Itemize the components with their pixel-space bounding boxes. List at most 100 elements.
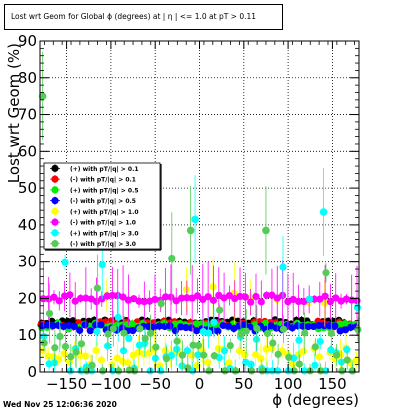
data-point — [151, 295, 159, 304]
data-point — [269, 339, 277, 347]
data-point — [205, 367, 213, 375]
x-tick-label: 50 — [234, 375, 253, 393]
data-point — [93, 327, 101, 336]
data-point — [316, 337, 324, 346]
data-point — [168, 254, 176, 263]
legend-label: (+) with pT/|q| > 1.0 — [70, 209, 139, 216]
data-point — [251, 351, 260, 359]
data-point — [311, 343, 319, 351]
data-point — [327, 329, 335, 337]
legend-marker — [51, 240, 59, 248]
highlight-point — [191, 215, 199, 224]
data-point — [125, 334, 133, 343]
y-tick-label: 40 — [18, 216, 37, 234]
data-point — [178, 362, 186, 370]
data-point — [66, 367, 74, 375]
data-point — [279, 325, 288, 333]
data-point — [184, 364, 192, 372]
series-7 — [40, 212, 362, 375]
data-point — [214, 344, 222, 353]
data-point — [343, 356, 351, 364]
data-point — [294, 322, 302, 330]
data-point — [182, 285, 191, 294]
data-point — [299, 347, 307, 355]
data-point — [214, 327, 222, 335]
data-point — [343, 346, 351, 354]
data-point — [44, 352, 52, 360]
data-point — [347, 323, 355, 331]
data-point — [103, 292, 111, 300]
data-point — [45, 309, 54, 318]
data-point — [45, 360, 53, 368]
data-point — [267, 344, 276, 353]
data-point — [327, 346, 335, 354]
data-point — [98, 295, 106, 303]
data-point — [87, 295, 95, 303]
data-point — [70, 322, 78, 331]
data-point — [152, 343, 160, 351]
data-point — [177, 323, 185, 331]
data-point — [109, 325, 117, 333]
data-point — [60, 349, 68, 358]
data-point — [230, 324, 238, 333]
data-point — [50, 359, 58, 367]
x-tick-label: −150 — [46, 375, 87, 393]
data-point — [93, 284, 101, 292]
data-point — [140, 298, 148, 306]
data-point — [204, 358, 212, 367]
legend-marker — [51, 207, 59, 215]
data-point — [188, 351, 196, 359]
data-point — [225, 291, 234, 300]
data-point — [65, 321, 73, 330]
y-tick-label: 90 — [18, 32, 37, 50]
highlight-point — [262, 226, 270, 235]
data-point — [124, 359, 132, 367]
y-axis-label: Lost wrt Geom (%) — [5, 43, 23, 183]
data-point — [294, 297, 303, 306]
data-point — [337, 358, 346, 366]
data-point — [315, 353, 323, 361]
data-point — [295, 336, 303, 344]
data-point — [204, 329, 213, 337]
data-point — [320, 321, 328, 330]
data-point — [215, 291, 223, 299]
data-point — [236, 292, 244, 301]
legend-label: (+) with pT/|q| > 0.5 — [70, 187, 139, 194]
y-tick-label: 10 — [18, 326, 37, 344]
data-point — [145, 349, 153, 357]
data-point — [353, 303, 362, 312]
highlight-point — [319, 208, 328, 216]
legend-box — [43, 162, 161, 250]
data-point — [348, 367, 357, 375]
data-point — [166, 322, 174, 330]
data-point — [273, 294, 281, 302]
legend-marker — [51, 175, 59, 183]
data-point — [99, 367, 107, 375]
data-point — [301, 329, 309, 337]
data-point — [263, 291, 271, 299]
data-point — [209, 296, 218, 304]
data-point — [183, 347, 191, 355]
data-point — [146, 367, 154, 375]
data-point — [119, 347, 128, 355]
data-point — [39, 346, 47, 355]
data-point — [81, 321, 89, 329]
data-point — [200, 351, 208, 359]
data-point — [157, 299, 165, 308]
data-point — [321, 292, 329, 300]
data-point — [183, 294, 191, 302]
legend-marker — [51, 218, 59, 226]
data-point — [247, 367, 256, 375]
data-point — [216, 306, 224, 314]
data-point — [161, 347, 169, 355]
data-point — [108, 361, 116, 369]
data-point — [182, 323, 190, 332]
data-point — [199, 295, 207, 304]
data-point — [241, 351, 249, 359]
data-point — [295, 360, 304, 368]
data-point — [332, 294, 340, 302]
y-tick-label: 70 — [18, 106, 37, 124]
data-point — [247, 360, 255, 368]
data-point — [146, 329, 155, 337]
data-point — [162, 355, 171, 363]
